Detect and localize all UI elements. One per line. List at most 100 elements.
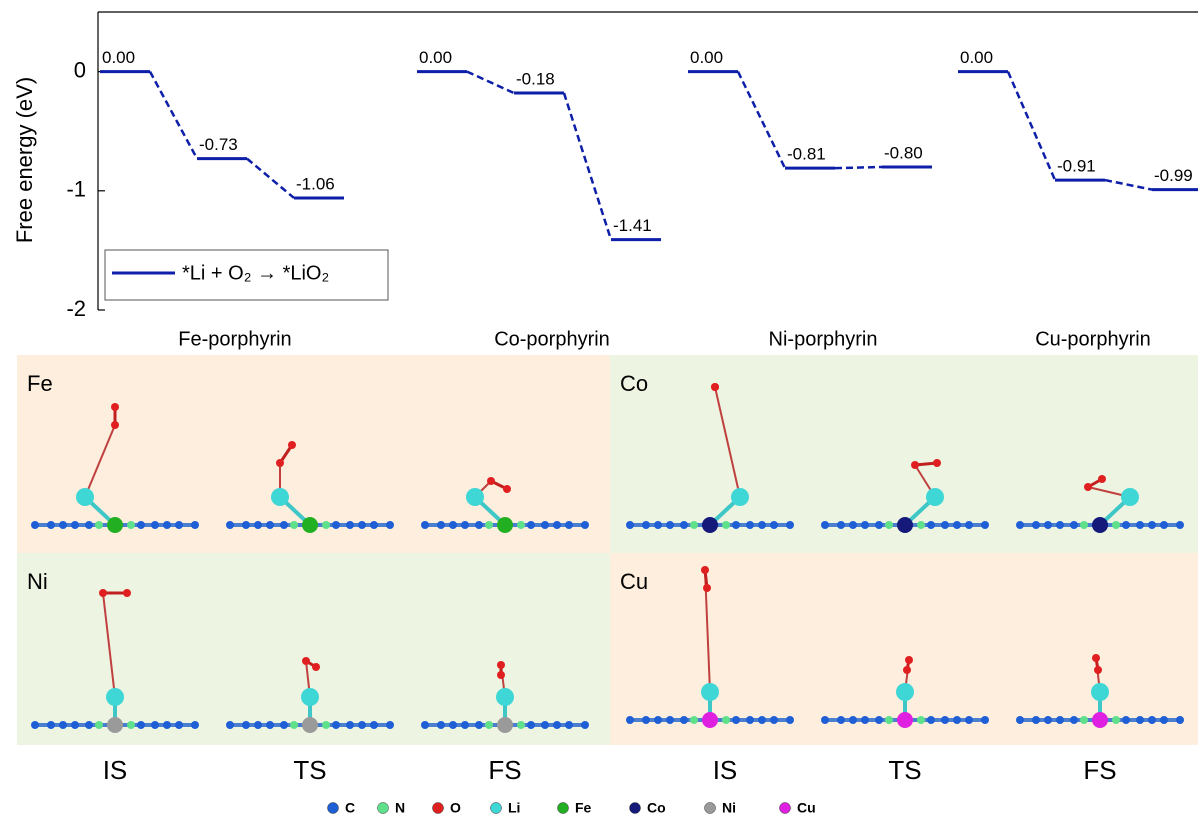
- value-label: 0.00: [960, 48, 993, 67]
- atom: [917, 521, 925, 529]
- atom: [461, 721, 469, 729]
- atom: [965, 716, 973, 724]
- atom: [981, 716, 989, 724]
- atom: [301, 688, 319, 706]
- value-label: -0.91: [1057, 157, 1096, 176]
- atom: [527, 521, 535, 529]
- value-label: -0.81: [787, 145, 826, 164]
- atom: [85, 721, 93, 729]
- atom: [1044, 716, 1052, 724]
- atom: [1084, 483, 1092, 491]
- atom: [280, 521, 288, 529]
- atom: [346, 721, 354, 729]
- atom: [137, 521, 145, 529]
- atom: [302, 517, 318, 533]
- y-tick-label: 0: [74, 57, 86, 82]
- atom: [821, 521, 829, 529]
- atom-label: O: [450, 800, 461, 816]
- atom: [981, 521, 989, 529]
- panel-label: Co: [620, 371, 648, 396]
- atom: [541, 521, 549, 529]
- panel-bg: [17, 553, 610, 745]
- atom: [1122, 716, 1130, 724]
- atom: [1112, 716, 1120, 724]
- atom: [71, 721, 79, 729]
- atom: [485, 721, 493, 729]
- atom: [503, 485, 511, 493]
- atom: [254, 521, 262, 529]
- atom: [1056, 716, 1064, 724]
- atom: [1092, 712, 1108, 728]
- value-label: -0.80: [884, 143, 923, 162]
- atom: [386, 521, 394, 529]
- atom: [927, 716, 935, 724]
- atom: [953, 716, 961, 724]
- atom: [322, 721, 330, 729]
- atom: [437, 521, 445, 529]
- atom: [626, 716, 634, 724]
- atom-swatch: [630, 803, 641, 814]
- atom: [861, 521, 869, 529]
- atom: [917, 716, 925, 724]
- atom: [496, 688, 514, 706]
- atom: [941, 716, 949, 724]
- stage-label: FS: [488, 755, 521, 785]
- transition: [150, 72, 197, 159]
- atom: [770, 521, 778, 529]
- atom: [786, 521, 794, 529]
- atom: [581, 721, 589, 729]
- atom: [642, 716, 650, 724]
- atom: [701, 683, 719, 701]
- atom: [1016, 716, 1024, 724]
- atom: [770, 716, 778, 724]
- atom: [99, 589, 107, 597]
- atom: [553, 721, 561, 729]
- atom: [1160, 521, 1168, 529]
- atom-swatch: [433, 803, 444, 814]
- atom: [732, 716, 740, 724]
- atom: [941, 521, 949, 529]
- atom: [933, 459, 941, 467]
- atom: [59, 521, 67, 529]
- atom: [358, 721, 366, 729]
- value-label: -0.99: [1154, 166, 1193, 185]
- atom: [254, 721, 262, 729]
- atom: [332, 721, 340, 729]
- atom: [680, 716, 688, 724]
- atom: [1092, 517, 1108, 533]
- atom: [903, 666, 911, 674]
- atom: [565, 521, 573, 529]
- atom: [654, 716, 662, 724]
- atom: [137, 721, 145, 729]
- legend-label: *Li + O₂ → *LiO₂: [182, 262, 329, 284]
- atom: [1070, 716, 1078, 724]
- value-label: 0.00: [690, 48, 723, 67]
- atom: [107, 517, 123, 533]
- value-label: 0.00: [419, 48, 452, 67]
- transition: [467, 72, 514, 93]
- atom: [953, 521, 961, 529]
- transition: [1008, 72, 1055, 180]
- atom: [437, 721, 445, 729]
- atom: [626, 521, 634, 529]
- atom: [266, 721, 274, 729]
- transition: [247, 159, 294, 198]
- atom: [191, 721, 199, 729]
- atom: [370, 521, 378, 529]
- atom: [965, 521, 973, 529]
- panel-label: Fe: [27, 371, 53, 396]
- panel-label: Cu: [620, 569, 648, 594]
- atom: [896, 683, 914, 701]
- atom: [1121, 488, 1139, 506]
- atom: [421, 721, 429, 729]
- figure: Free energy (eV) -2-10Fe-porphyrin0.00-0…: [0, 0, 1198, 822]
- transition: [1105, 180, 1152, 190]
- atom: [1160, 716, 1168, 724]
- group-label: Co-porphyrin: [494, 328, 610, 350]
- atom: [358, 521, 366, 529]
- atom: [107, 717, 123, 733]
- atom: [475, 521, 483, 529]
- atom: [711, 383, 719, 391]
- atom-label: Co: [647, 800, 666, 816]
- y-tick-label: -1: [66, 177, 86, 202]
